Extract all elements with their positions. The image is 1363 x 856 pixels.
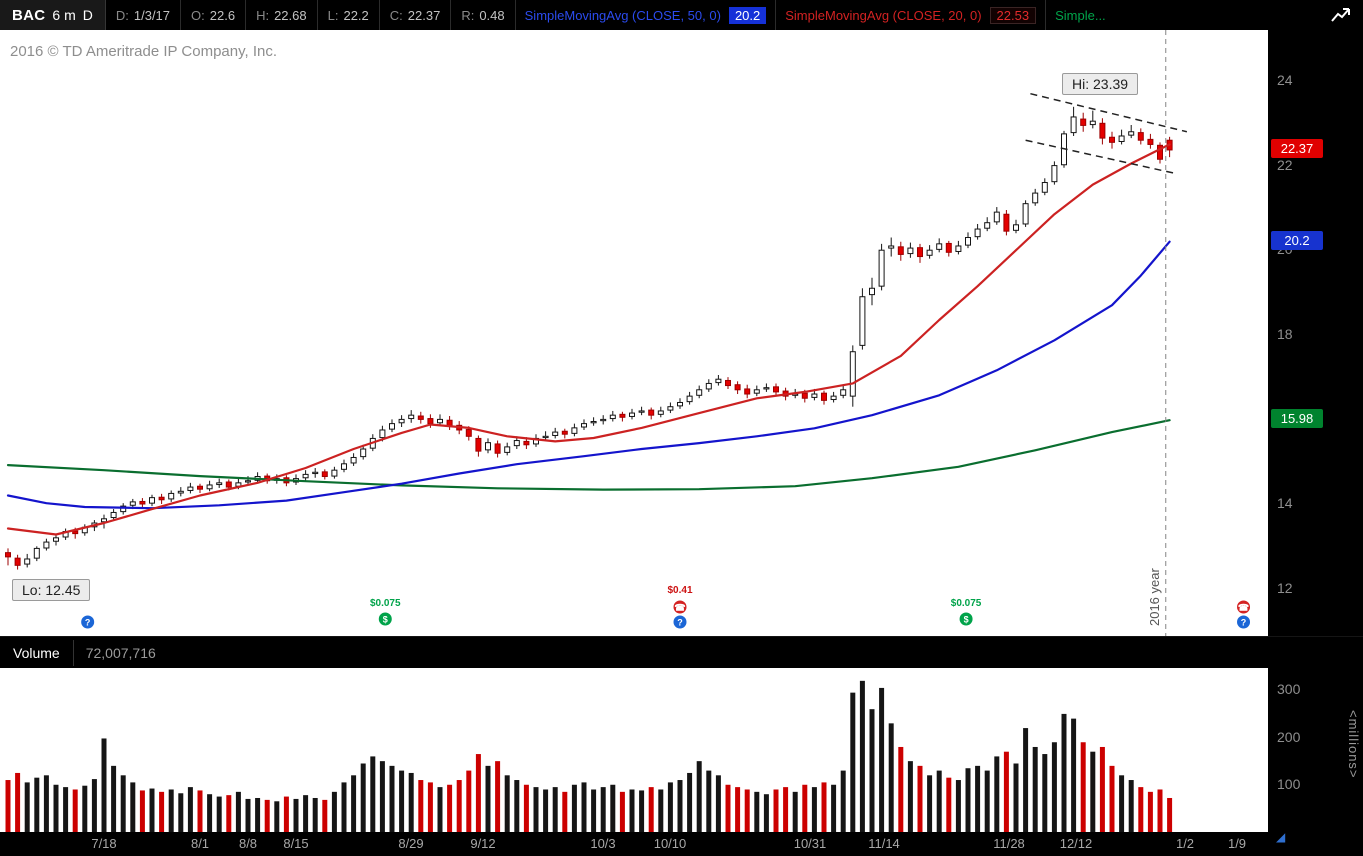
volume-axis: <millions> 300 200 100 xyxy=(1268,668,1363,832)
study-sma50-value-badge: 20.2 xyxy=(728,6,767,24)
ohlc-field: O: 22.6 xyxy=(181,0,247,30)
field-value: 1/3/17 xyxy=(133,7,171,23)
header-spacer xyxy=(1115,0,1319,30)
ohlc-field: R: 0.48 xyxy=(451,0,516,30)
volume-unit-label: <millions> xyxy=(1346,710,1361,779)
date-tick-label: 11/14 xyxy=(868,836,900,851)
field-value: 22.68 xyxy=(274,7,307,23)
volume-tick-label: 300 xyxy=(1277,681,1301,697)
date-tick-label: 1/2 xyxy=(1175,836,1195,851)
date-tick-label: 8/15 xyxy=(283,836,309,851)
chart-header-bar: BAC 6 m D D: 1/3/17 O: 22.6 H: 22.68 L: 22.2 C: 2… xyxy=(0,0,1363,30)
ohlc-readout: D: 1/3/17 O: 22.6 H: 22.68 L: 22.2 C: 22.37 R: 0.48 xyxy=(106,0,516,30)
earnings-icon-glyph: ☎ xyxy=(674,602,685,612)
study-sma-long-label: Simple... xyxy=(1055,7,1106,23)
copyright-notice: 2016 © TD Ameritrade IP Company, Inc. xyxy=(10,43,278,60)
channel-lower-line[interactable] xyxy=(1025,139,1175,174)
year-divider-label: 2016 year xyxy=(1147,568,1162,626)
price-axis-bubble: 22.37 xyxy=(1271,139,1323,158)
sma20-line[interactable] xyxy=(6,143,1171,536)
low-annotation: Lo: 12.45 xyxy=(12,579,91,601)
volume-value: 72,007,716 xyxy=(85,644,156,661)
volume-chart-panel[interactable] xyxy=(0,668,1268,832)
volume-tick-label: 200 xyxy=(1277,729,1301,745)
field-key: H: xyxy=(256,7,270,23)
study-sma20-value-badge: 22.53 xyxy=(989,6,1037,24)
field-value: 22.37 xyxy=(407,7,441,23)
field-value: 0.48 xyxy=(479,7,505,23)
study-sma50-label: SimpleMovingAvg (CLOSE, 50, 0) xyxy=(524,7,721,23)
aggregation-label: D xyxy=(82,7,93,23)
volume-tick-label: 100 xyxy=(1277,776,1301,792)
timeframe-label: 6 m xyxy=(52,7,76,23)
earnings-amount-label: $0.41 xyxy=(667,585,692,596)
price-axis-bubble: 20.2 xyxy=(1271,231,1323,250)
date-tick-label: 1/9 xyxy=(1227,836,1247,851)
time-axis[interactable]: 7/18 8/1 8/8 8/15 8/29 9/12 10/3 10/10 10/31 11/1… xyxy=(0,832,1363,856)
conference-call-icon-glyph: ? xyxy=(85,617,91,627)
candlestick-chart[interactable]: 2016 year $ $0.075 $ $0.075 ☎ $0.41 ☎??? xyxy=(0,30,1268,636)
date-tick-label: 10/10 xyxy=(653,836,687,851)
price-tick-label: 24 xyxy=(1277,72,1293,88)
channel-upper-line[interactable] xyxy=(1030,92,1188,133)
price-tick-label: 18 xyxy=(1277,326,1293,342)
ohlc-field: H: 22.68 xyxy=(246,0,318,30)
date-tick-label: 8/8 xyxy=(238,836,258,851)
study-sma-long[interactable]: Simple... xyxy=(1046,0,1115,30)
dividend-amount-label: $0.075 xyxy=(951,598,982,609)
conference-call-icon-glyph: ? xyxy=(677,617,683,627)
chart-style-icon[interactable] xyxy=(1319,0,1363,30)
field-value: 22.6 xyxy=(209,7,236,23)
price-tick-label: 12 xyxy=(1277,580,1293,596)
high-annotation: Hi: 23.39 xyxy=(1062,73,1139,95)
sma50-line[interactable] xyxy=(6,240,1171,510)
volume-study-title[interactable]: Volume xyxy=(0,639,74,666)
conference-call-icon-glyph: ? xyxy=(1241,617,1247,627)
ohlc-field: C: 22.37 xyxy=(380,0,452,30)
field-key: O: xyxy=(191,7,205,23)
volume-bars-chart[interactable] xyxy=(0,668,1268,832)
symbol-selector[interactable]: BAC 6 m D xyxy=(0,0,106,30)
price-tick-label: 22 xyxy=(1277,157,1293,173)
study-sma20[interactable]: SimpleMovingAvg (CLOSE, 20, 0) 22.53 xyxy=(776,0,1047,30)
dividend-icon[interactable] xyxy=(377,611,393,627)
sma-long-line[interactable] xyxy=(6,419,1171,491)
field-key: L: xyxy=(327,7,339,23)
study-sma50[interactable]: SimpleMovingAvg (CLOSE, 50, 0) 20.2 xyxy=(516,0,777,30)
earnings-icon-glyph: ☎ xyxy=(1238,602,1249,612)
dividend-amount-label: $0.075 xyxy=(370,598,401,609)
date-tick-label: 7/18 xyxy=(91,836,117,851)
mini-chart-icon xyxy=(1331,8,1350,22)
price-axis-bubble: 15.98 xyxy=(1271,409,1323,428)
date-tick-label: 8/1 xyxy=(190,836,210,851)
dividend-icon-glyph: $ xyxy=(383,614,388,624)
price-chart-panel[interactable]: 2016 year $ $0.075 $ $0.075 ☎ $0.41 ☎??? 2016 ©… xyxy=(0,30,1268,636)
field-value: 22.2 xyxy=(343,7,369,23)
ohlc-field: D: 1/3/17 xyxy=(106,0,182,30)
field-key: D: xyxy=(115,7,129,23)
field-key: C: xyxy=(389,7,403,23)
date-tick-label: 10/3 xyxy=(590,836,616,851)
earnings-icon[interactable] xyxy=(1236,599,1252,615)
price-tick-label: 14 xyxy=(1277,495,1293,511)
dividend-icon[interactable] xyxy=(958,611,974,627)
earnings-icon[interactable] xyxy=(672,599,688,615)
date-tick-label: 9/12 xyxy=(470,836,496,851)
conference-call-icon[interactable] xyxy=(80,614,96,630)
date-tick-label: 10/31 xyxy=(793,836,827,851)
symbol-label: BAC xyxy=(12,6,46,24)
ohlc-field: L: 22.2 xyxy=(318,0,380,30)
dividend-icon-glyph: $ xyxy=(964,614,969,624)
conference-call-icon[interactable] xyxy=(1236,614,1252,630)
date-tick-label: 12/12 xyxy=(1059,836,1093,851)
expand-arrow-icon[interactable]: ◢ xyxy=(1276,830,1286,844)
field-key: R: xyxy=(461,7,475,23)
study-sma20-label: SimpleMovingAvg (CLOSE, 20, 0) xyxy=(785,7,982,23)
conference-call-icon[interactable] xyxy=(672,614,688,630)
date-tick-label: 11/28 xyxy=(993,836,1025,851)
date-tick-label: 8/29 xyxy=(398,836,424,851)
volume-header-bar: Volume 72,007,716 xyxy=(0,636,1363,668)
